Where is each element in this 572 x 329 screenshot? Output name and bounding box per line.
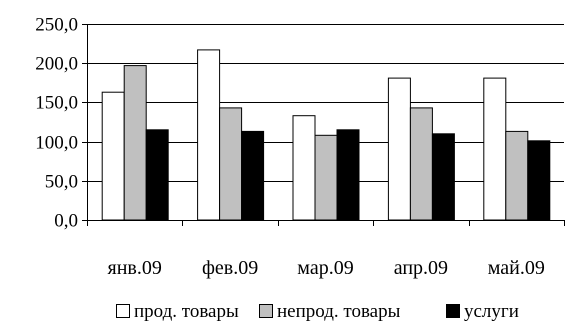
bar-2-5 [505, 130, 529, 221]
legend-label-1: прод. товары [134, 301, 239, 322]
y-tick-label: 0,0 [54, 211, 78, 232]
bar-1-1 [101, 91, 125, 221]
bar-3-1 [145, 129, 169, 221]
bar-2-1 [123, 65, 147, 221]
legend-label-2: непрод. товары [277, 301, 401, 322]
bar-1-5 [483, 77, 507, 221]
x-category-label: апр.09 [394, 257, 448, 279]
legend: прод. товары непрод. товары услуги [116, 301, 519, 322]
axes [82, 24, 565, 226]
bar-3-2 [241, 130, 265, 221]
x-category-labels: янв.09 фев.09 мар.09 апр.09 май.09 [108, 257, 545, 279]
y-tick-label: 150,0 [35, 93, 78, 114]
bar-3-3 [336, 129, 360, 221]
bar-3-5 [527, 140, 551, 221]
bar-3-4 [431, 133, 455, 221]
bar-2-4 [409, 107, 433, 221]
bar-2-3 [314, 134, 338, 221]
x-category-label: фев.09 [202, 257, 258, 279]
y-tick-labels: 0,0 50,0 100,0 150,0 200,0 250,0 [35, 15, 78, 232]
legend-label-3: услуги [464, 301, 519, 322]
y-tick-label: 50,0 [45, 172, 78, 193]
x-category-label: май.09 [488, 257, 545, 279]
bar-1-4 [387, 77, 411, 221]
y-tick-label: 100,0 [35, 133, 78, 154]
legend-swatch-2 [259, 304, 273, 318]
bar-2-2 [219, 107, 243, 221]
x-category-label: янв.09 [108, 257, 162, 279]
y-tick-label: 250,0 [35, 15, 78, 36]
bars [101, 49, 551, 221]
legend-swatch-1 [116, 304, 130, 318]
x-category-label: мар.09 [297, 257, 353, 279]
bar-1-2 [197, 49, 221, 221]
legend-swatch-3 [446, 304, 460, 318]
y-tick-label: 200,0 [35, 54, 78, 75]
bar-1-3 [292, 115, 316, 221]
